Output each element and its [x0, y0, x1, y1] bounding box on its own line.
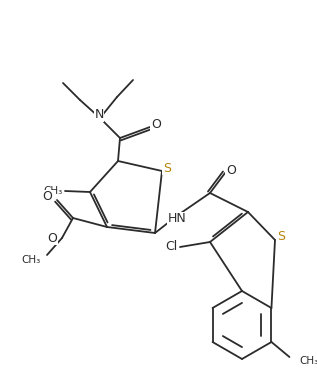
Text: O: O	[151, 118, 161, 131]
Text: HN: HN	[168, 212, 186, 226]
Text: S: S	[163, 161, 171, 174]
Text: O: O	[42, 190, 52, 203]
Text: CH₃: CH₃	[300, 356, 317, 366]
Text: O: O	[226, 163, 236, 176]
Text: CH₃: CH₃	[44, 186, 63, 196]
Text: CH₃: CH₃	[22, 255, 41, 265]
Text: N: N	[94, 108, 104, 122]
Text: S: S	[277, 231, 285, 244]
Text: Cl: Cl	[166, 240, 178, 253]
Text: O: O	[47, 231, 57, 244]
